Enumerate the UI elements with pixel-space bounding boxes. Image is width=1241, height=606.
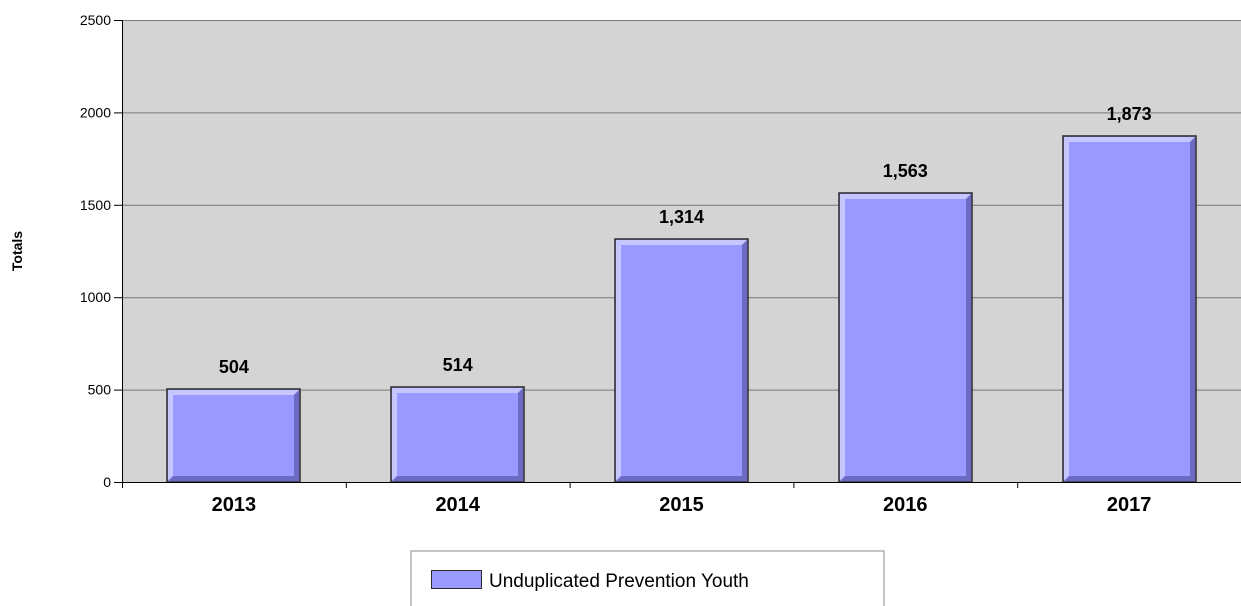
data-label: 1,563 [883, 161, 928, 181]
axes [114, 20, 1241, 488]
y-axis-title: Totals [9, 231, 25, 271]
x-tick-label: 2013 [212, 494, 257, 516]
data-label: 1,873 [1107, 104, 1152, 124]
tick-labels: 0 500 1000 1500 2000 2500 2013 2014 2015 2016 2017 [80, 12, 1152, 516]
bar-face [397, 393, 518, 476]
bar [390, 386, 525, 483]
legend-swatch [431, 570, 482, 589]
bar [838, 192, 973, 483]
x-tick-label: 2016 [883, 494, 928, 516]
bar [166, 388, 301, 483]
y-tick-label: 2000 [80, 104, 111, 120]
data-label: 1,314 [659, 207, 704, 227]
x-tick-label: 2015 [659, 494, 704, 516]
bar [614, 238, 749, 483]
y-tick-label: 2500 [80, 12, 111, 28]
y-tick-label: 0 [103, 474, 111, 490]
legend-label: Unduplicated Prevention Youth [489, 571, 749, 592]
bar [1062, 135, 1197, 483]
bar-face [173, 395, 294, 476]
x-tick-label: 2017 [1107, 494, 1152, 516]
bar-face [845, 199, 966, 476]
data-label: 514 [443, 355, 473, 375]
legend: Unduplicated Prevention Youth [410, 550, 885, 606]
data-labels: 504 514 1,314 1,563 1,873 [219, 104, 1152, 377]
bars [166, 135, 1197, 483]
y-tick-label: 1000 [80, 289, 111, 305]
data-label: 504 [219, 357, 249, 377]
bar-face [1069, 142, 1190, 476]
legend-box [410, 550, 885, 606]
x-tick-label: 2014 [435, 494, 480, 516]
y-tick-label: 1500 [80, 197, 111, 213]
y-tick-label: 500 [88, 382, 112, 398]
bar-face [621, 245, 742, 476]
